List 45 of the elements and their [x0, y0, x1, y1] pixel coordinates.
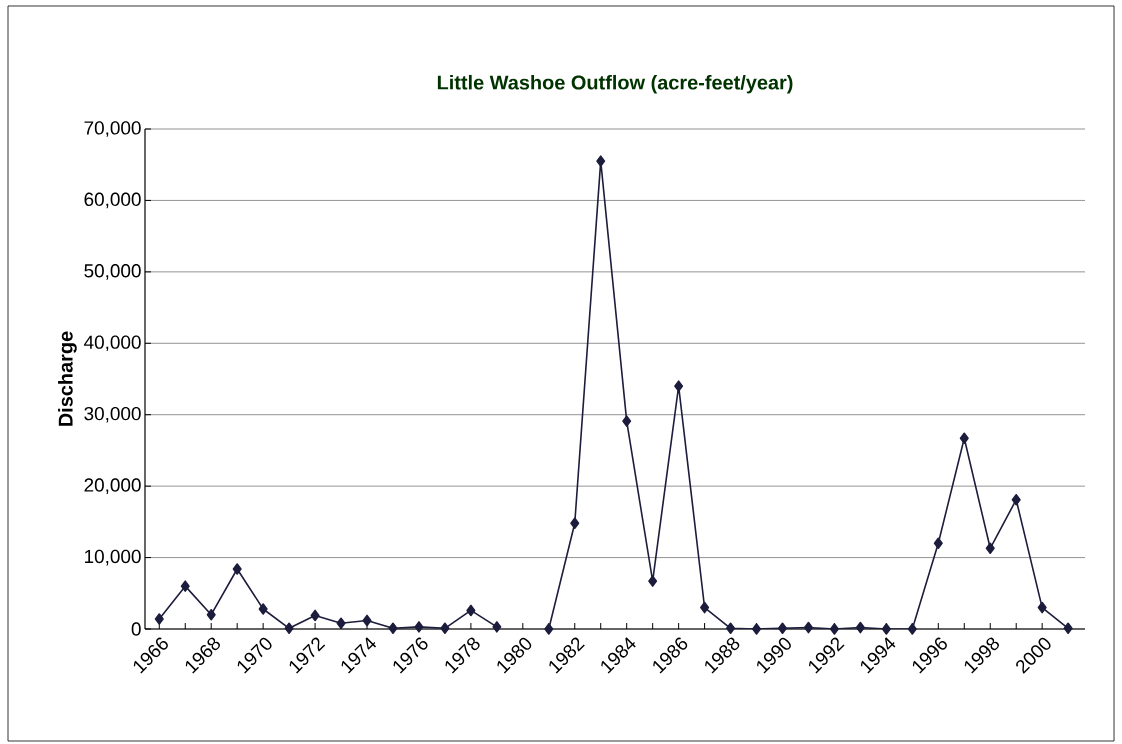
point — [1063, 622, 1073, 635]
y-tick-label: 40,000 — [84, 335, 141, 352]
point — [154, 613, 164, 625]
point — [362, 614, 372, 627]
point — [440, 622, 450, 635]
chart-title: Little Washoe Outflow (acre-feet/year) — [437, 74, 793, 94]
y-tick-label: 30,000 — [84, 406, 141, 423]
point — [570, 517, 580, 530]
point — [777, 622, 788, 635]
point — [648, 575, 658, 587]
point — [1037, 601, 1047, 614]
point — [206, 608, 216, 621]
y-axis-title: Discharge — [58, 331, 77, 426]
y-tick-label: 60,000 — [84, 192, 141, 209]
y-tick-label: 10,000 — [85, 549, 141, 566]
point — [700, 601, 710, 614]
point — [310, 609, 320, 622]
point — [855, 621, 865, 634]
point — [933, 537, 943, 550]
point — [907, 623, 917, 635]
point — [388, 622, 398, 635]
y-tick-label: 0 — [131, 622, 141, 636]
point — [596, 155, 606, 167]
point — [232, 563, 242, 575]
point — [674, 380, 684, 392]
point — [985, 542, 995, 555]
point — [492, 621, 502, 633]
y-tick-label: 50,000 — [84, 264, 141, 280]
point — [544, 623, 554, 635]
point — [881, 623, 891, 635]
point — [284, 622, 294, 635]
point — [1011, 493, 1021, 506]
point — [726, 622, 736, 635]
point — [258, 603, 268, 615]
point — [466, 604, 476, 617]
point — [622, 415, 632, 427]
point — [180, 580, 190, 592]
point — [336, 617, 346, 630]
point — [829, 623, 839, 635]
point — [751, 623, 762, 635]
point — [803, 621, 813, 634]
point — [414, 621, 424, 633]
y-tick-label: 20,000 — [84, 478, 141, 494]
y-tick-label: 70,000 — [84, 121, 141, 137]
point — [959, 432, 969, 445]
